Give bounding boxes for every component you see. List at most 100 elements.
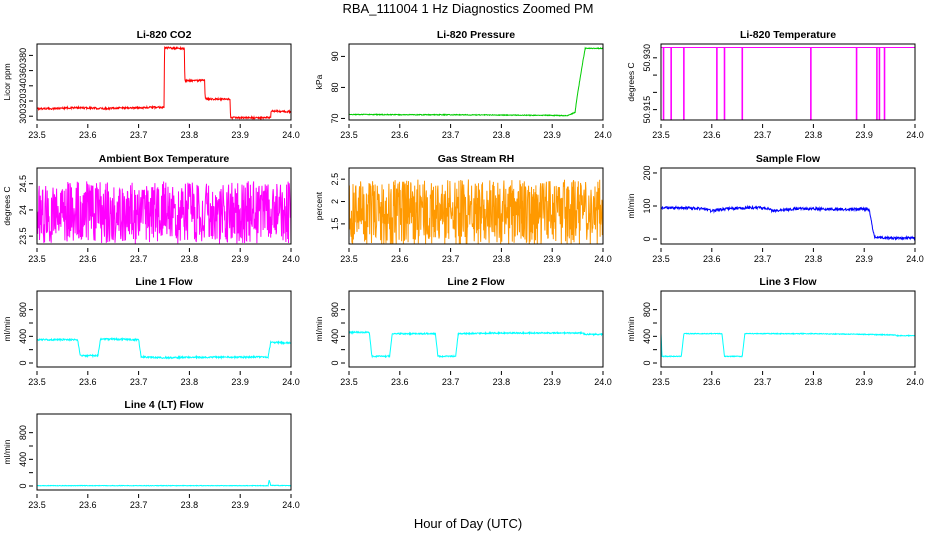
x-tick-label: 24.0 bbox=[906, 130, 924, 140]
x-tick-label: 23.6 bbox=[703, 130, 721, 140]
y-tick-label: 400 bbox=[642, 329, 652, 344]
y-tick-label: 200 bbox=[642, 165, 652, 180]
panel-7: Line 1 Flow ml/min 23.5 23.6 23.7 23.8 23.9 24.… bbox=[2, 276, 300, 387]
y-tick-label: 50.930 bbox=[642, 44, 652, 72]
y-tick-label: 0 bbox=[642, 237, 652, 242]
plot-frame bbox=[660, 290, 916, 368]
x-tick-label: 23.7 bbox=[130, 254, 148, 264]
panel-8: Line 2 Flow ml/min 23.5 23.6 23.7 23.8 23.9 24.… bbox=[314, 276, 612, 387]
y-tick-label: 70 bbox=[330, 113, 340, 123]
y-axis-label: ml/min bbox=[626, 193, 636, 218]
plot-frame bbox=[36, 43, 292, 121]
series-line bbox=[36, 45, 292, 121]
y-tick-label: 0 bbox=[330, 360, 340, 365]
panel-6: Sample Flow ml/min 23.5 23.6 23.7 23.8 23.9 24.… bbox=[626, 153, 924, 264]
panel-2: Li-820 Pressure kPa 23.5 23.6 23.7 23.8 23.9 24… bbox=[314, 29, 612, 140]
x-tick-label: 23.5 bbox=[28, 130, 46, 140]
x-tick-label: 24.0 bbox=[282, 254, 300, 264]
y-tick-label: 0 bbox=[18, 360, 28, 365]
x-tick-label: 23.6 bbox=[79, 130, 97, 140]
y-tick-label: 100 bbox=[642, 198, 652, 213]
plot-frame bbox=[660, 43, 916, 121]
y-tick-label: 340 bbox=[18, 78, 28, 93]
series-line bbox=[36, 479, 292, 487]
panel-title: Gas Stream RH bbox=[438, 153, 514, 165]
y-tick-label: 90 bbox=[330, 51, 340, 61]
plot-frame bbox=[348, 43, 604, 121]
panel-title: Line 2 Flow bbox=[447, 276, 505, 288]
x-tick-label: 23.8 bbox=[181, 377, 199, 387]
x-tick-label: 23.8 bbox=[493, 254, 511, 264]
y-tick-label: 23.5 bbox=[18, 227, 28, 245]
y-tick-label: 24.5 bbox=[18, 175, 28, 193]
x-tick-label: 23.6 bbox=[391, 254, 409, 264]
y-axis-label: ml/min bbox=[626, 316, 636, 341]
panel-title: Li-820 Temperature bbox=[740, 29, 836, 41]
x-tick-label: 23.9 bbox=[855, 130, 873, 140]
panel-5: Gas Stream RH percent 23.5 23.6 23.7 23.8 23.9… bbox=[314, 153, 612, 264]
panel-3: Li-820 Temperature degrees C 23.5 23.6 23.7 2… bbox=[626, 29, 924, 140]
x-tick-label: 23.8 bbox=[493, 377, 511, 387]
x-tick-label: 23.6 bbox=[79, 377, 97, 387]
x-tick-label: 23.6 bbox=[391, 130, 409, 140]
x-tick-label: 23.9 bbox=[543, 254, 561, 264]
y-axis-label: ml/min bbox=[2, 316, 12, 341]
y-tick-label: 1.5 bbox=[330, 218, 340, 231]
y-tick-label: 380 bbox=[18, 48, 28, 63]
y-axis-label: percent bbox=[314, 191, 324, 220]
x-tick-label: 23.5 bbox=[652, 377, 670, 387]
series-line bbox=[36, 336, 292, 360]
x-tick-label: 24.0 bbox=[282, 500, 300, 510]
panel-9: Line 3 Flow ml/min 23.5 23.6 23.7 23.8 23.9 24.… bbox=[626, 276, 924, 387]
panel-title: Line 4 (LT) Flow bbox=[124, 399, 204, 411]
y-tick-label: 2 bbox=[330, 199, 340, 204]
x-tick-label: 24.0 bbox=[282, 377, 300, 387]
x-tick-label: 23.9 bbox=[543, 377, 561, 387]
x-tick-label: 23.8 bbox=[181, 130, 199, 140]
x-tick-label: 23.5 bbox=[28, 500, 46, 510]
x-tick-label: 23.5 bbox=[28, 377, 46, 387]
x-tick-label: 23.7 bbox=[130, 500, 148, 510]
panel-title: Ambient Box Temperature bbox=[99, 153, 230, 165]
x-tick-label: 24.0 bbox=[906, 254, 924, 264]
x-tick-label: 23.7 bbox=[754, 377, 772, 387]
series-line bbox=[348, 179, 604, 245]
plot-frame bbox=[348, 290, 604, 368]
x-tick-label: 23.5 bbox=[28, 254, 46, 264]
y-tick-label: 400 bbox=[18, 452, 28, 467]
x-tick-label: 23.8 bbox=[805, 254, 823, 264]
x-tick-label: 23.5 bbox=[652, 254, 670, 264]
y-tick-label: 800 bbox=[330, 302, 340, 317]
x-tick-label: 23.7 bbox=[754, 130, 772, 140]
panel-1: Li-820 CO2 Licor ppm 23.5 23.6 23.7 23.8 23.9 2… bbox=[2, 29, 300, 140]
x-tick-label: 23.9 bbox=[231, 500, 249, 510]
figure-title: RBA_111004 1 Hz Diagnostics Zoomed PM bbox=[342, 1, 594, 16]
x-tick-label: 23.6 bbox=[79, 254, 97, 264]
x-tick-label: 23.9 bbox=[855, 254, 873, 264]
series-line bbox=[36, 181, 292, 244]
plot-frame bbox=[660, 167, 916, 245]
y-tick-label: 800 bbox=[18, 425, 28, 440]
series-line bbox=[348, 330, 604, 359]
x-tick-label: 23.8 bbox=[493, 130, 511, 140]
y-tick-label: 400 bbox=[330, 329, 340, 344]
series-line bbox=[660, 204, 916, 241]
plot-frame bbox=[36, 167, 292, 245]
x-tick-label: 23.8 bbox=[805, 377, 823, 387]
y-axis-label: ml/min bbox=[2, 439, 12, 464]
x-tick-label: 23.9 bbox=[231, 377, 249, 387]
y-tick-label: 0 bbox=[18, 483, 28, 488]
x-tick-label: 23.9 bbox=[231, 130, 249, 140]
x-tick-label: 24.0 bbox=[282, 130, 300, 140]
panel-title: Li-820 CO2 bbox=[137, 29, 192, 41]
series-line bbox=[660, 332, 916, 358]
x-tick-label: 23.5 bbox=[340, 130, 358, 140]
x-tick-label: 23.7 bbox=[442, 130, 460, 140]
y-axis-label: degrees C bbox=[626, 62, 636, 101]
y-tick-label: 2.5 bbox=[330, 173, 340, 186]
y-tick-label: 320 bbox=[18, 93, 28, 108]
panel-title: Line 3 Flow bbox=[759, 276, 817, 288]
x-tick-label: 24.0 bbox=[594, 254, 612, 264]
x-tick-label: 24.0 bbox=[594, 377, 612, 387]
